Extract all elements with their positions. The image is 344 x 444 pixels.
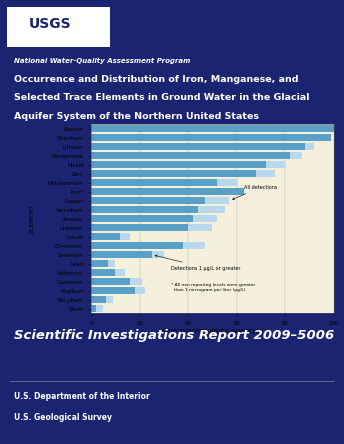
Text: USGS: USGS <box>29 17 72 31</box>
Text: Aquifer System of the Northern United States: Aquifer System of the Northern United St… <box>14 112 259 121</box>
Bar <box>91 179 237 186</box>
Bar <box>91 287 144 294</box>
Bar <box>91 152 302 159</box>
Bar <box>91 188 244 195</box>
Text: Scientific Investigations Report 2009–5006: Scientific Investigations Report 2009–50… <box>14 329 334 342</box>
Bar <box>7 7 110 47</box>
Text: U.S. Geological Survey: U.S. Geological Survey <box>14 412 112 421</box>
Bar <box>91 161 285 168</box>
Bar <box>91 278 130 285</box>
Bar <box>91 251 152 258</box>
Text: science for a changing world: science for a changing world <box>17 41 76 45</box>
Bar <box>91 242 205 249</box>
Bar <box>91 251 164 258</box>
Text: Occurrence and Distribution of Iron, Manganese, and: Occurrence and Distribution of Iron, Man… <box>14 75 298 84</box>
Bar <box>91 215 193 222</box>
Bar <box>91 206 198 213</box>
Bar <box>91 126 334 132</box>
Bar <box>91 287 135 294</box>
Bar <box>91 233 120 240</box>
Bar <box>91 161 266 168</box>
Text: All detections: All detections <box>233 185 277 199</box>
Bar <box>91 260 116 267</box>
Bar <box>91 224 188 231</box>
Bar <box>91 260 108 267</box>
Text: National Water-Quality Assessment Program: National Water-Quality Assessment Progra… <box>14 58 190 63</box>
Bar <box>91 179 217 186</box>
Text: Selected Trace Elements in Ground Water in the Glacial: Selected Trace Elements in Ground Water … <box>14 93 309 103</box>
Bar <box>91 188 244 195</box>
Text: * All iron reporting levels were greater
  than 1 microgram per liter (μg/L): * All iron reporting levels were greater… <box>171 283 255 292</box>
Y-axis label: ELEMENT: ELEMENT <box>29 204 34 233</box>
Bar <box>91 215 217 222</box>
Bar <box>91 296 106 303</box>
Bar <box>91 170 276 177</box>
Bar <box>91 126 334 132</box>
Text: U.S. Department of the Interior: U.S. Department of the Interior <box>14 392 150 400</box>
Bar <box>91 269 116 276</box>
Bar <box>91 197 229 204</box>
X-axis label: DETECTION FREQUENCY, IN PERCENT: DETECTION FREQUENCY, IN PERCENT <box>162 329 263 333</box>
Text: Detections 1 μg/L or greater: Detections 1 μg/L or greater <box>155 255 241 270</box>
Bar <box>91 143 304 150</box>
Bar <box>91 224 213 231</box>
Bar <box>91 233 130 240</box>
Bar <box>91 305 96 312</box>
Bar <box>91 197 205 204</box>
Bar <box>91 135 331 141</box>
Bar <box>91 296 113 303</box>
Bar <box>91 135 331 141</box>
Bar <box>91 170 256 177</box>
Bar <box>91 152 290 159</box>
Bar <box>91 305 103 312</box>
Bar <box>91 206 225 213</box>
Bar <box>91 269 125 276</box>
Bar <box>91 143 314 150</box>
Bar <box>91 242 183 249</box>
Bar <box>91 278 142 285</box>
